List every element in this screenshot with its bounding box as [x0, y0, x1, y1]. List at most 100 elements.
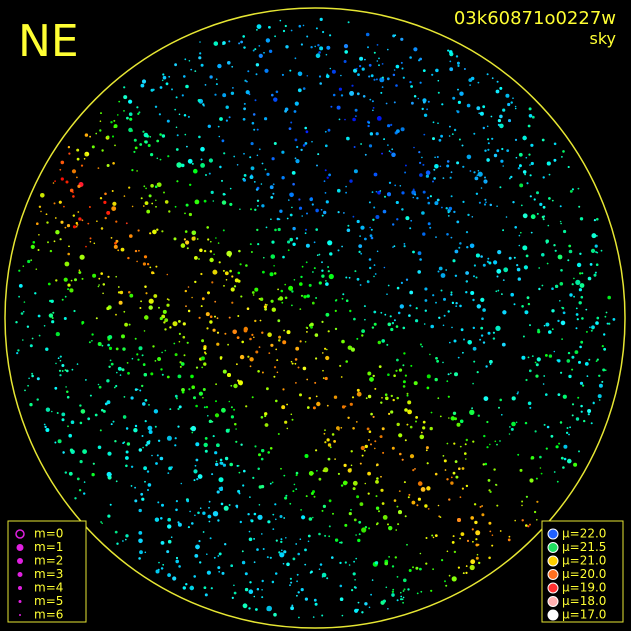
star — [167, 155, 170, 158]
star — [150, 372, 154, 376]
star-field — [15, 17, 616, 619]
star — [302, 144, 306, 147]
star — [70, 279, 73, 282]
star — [260, 416, 264, 419]
star — [594, 244, 598, 248]
star — [196, 238, 199, 240]
star — [562, 466, 565, 469]
star — [402, 596, 405, 599]
star — [457, 88, 459, 91]
star — [343, 60, 347, 63]
star — [258, 53, 263, 59]
star — [376, 60, 379, 62]
star — [507, 538, 511, 542]
magnitude-marker — [17, 572, 23, 577]
star — [218, 477, 224, 483]
star — [400, 281, 403, 284]
star — [249, 357, 254, 362]
star — [297, 552, 301, 556]
star — [216, 443, 220, 448]
filter-label: sky — [590, 29, 617, 48]
star — [477, 81, 480, 84]
star — [341, 245, 343, 248]
star — [316, 470, 318, 472]
star — [255, 188, 259, 191]
star — [448, 135, 451, 137]
star — [197, 511, 200, 515]
star — [64, 295, 67, 298]
star — [524, 421, 528, 425]
star — [527, 302, 531, 306]
star — [417, 497, 421, 501]
star — [597, 394, 602, 399]
star — [368, 63, 372, 67]
star — [278, 335, 281, 339]
star — [489, 363, 492, 366]
star — [209, 75, 213, 79]
star — [585, 330, 588, 333]
star — [310, 492, 314, 495]
star — [364, 526, 368, 529]
star — [601, 380, 604, 383]
star — [435, 357, 438, 360]
star — [214, 451, 218, 455]
star — [334, 309, 337, 312]
star — [66, 369, 69, 373]
star — [332, 93, 336, 97]
star — [77, 184, 81, 188]
star — [316, 254, 319, 256]
star — [63, 317, 67, 320]
star — [520, 231, 522, 234]
star — [47, 282, 51, 286]
star — [495, 89, 500, 94]
star — [69, 188, 74, 193]
star — [449, 67, 454, 72]
star — [305, 130, 309, 134]
star — [122, 540, 124, 542]
star — [209, 537, 212, 540]
star — [243, 469, 246, 473]
star — [164, 318, 169, 322]
star — [258, 346, 261, 348]
star — [211, 473, 214, 476]
star — [317, 153, 320, 156]
star — [304, 142, 308, 145]
star — [297, 88, 302, 93]
star — [410, 219, 413, 222]
star — [375, 506, 380, 510]
star — [307, 540, 310, 543]
star — [63, 205, 65, 208]
star — [269, 556, 272, 559]
star — [254, 48, 257, 51]
star — [214, 315, 216, 318]
star — [128, 99, 133, 104]
star — [163, 191, 165, 194]
star — [512, 201, 515, 204]
star — [327, 270, 330, 273]
star — [499, 86, 503, 90]
star — [85, 379, 87, 381]
star — [555, 284, 559, 288]
star — [372, 107, 375, 109]
star — [312, 616, 315, 618]
star — [563, 444, 568, 449]
star — [483, 203, 487, 206]
star — [370, 74, 374, 78]
star — [326, 577, 329, 580]
star — [361, 611, 364, 614]
star — [184, 133, 187, 136]
star — [290, 121, 293, 124]
star — [101, 522, 103, 525]
star — [304, 597, 308, 601]
star — [437, 270, 440, 273]
star — [608, 322, 611, 325]
star — [218, 570, 221, 573]
star — [525, 378, 528, 382]
star — [429, 226, 432, 229]
star — [568, 433, 570, 436]
star — [496, 80, 499, 83]
star — [277, 227, 281, 232]
star — [205, 174, 207, 176]
star — [211, 281, 214, 284]
star — [515, 156, 518, 159]
